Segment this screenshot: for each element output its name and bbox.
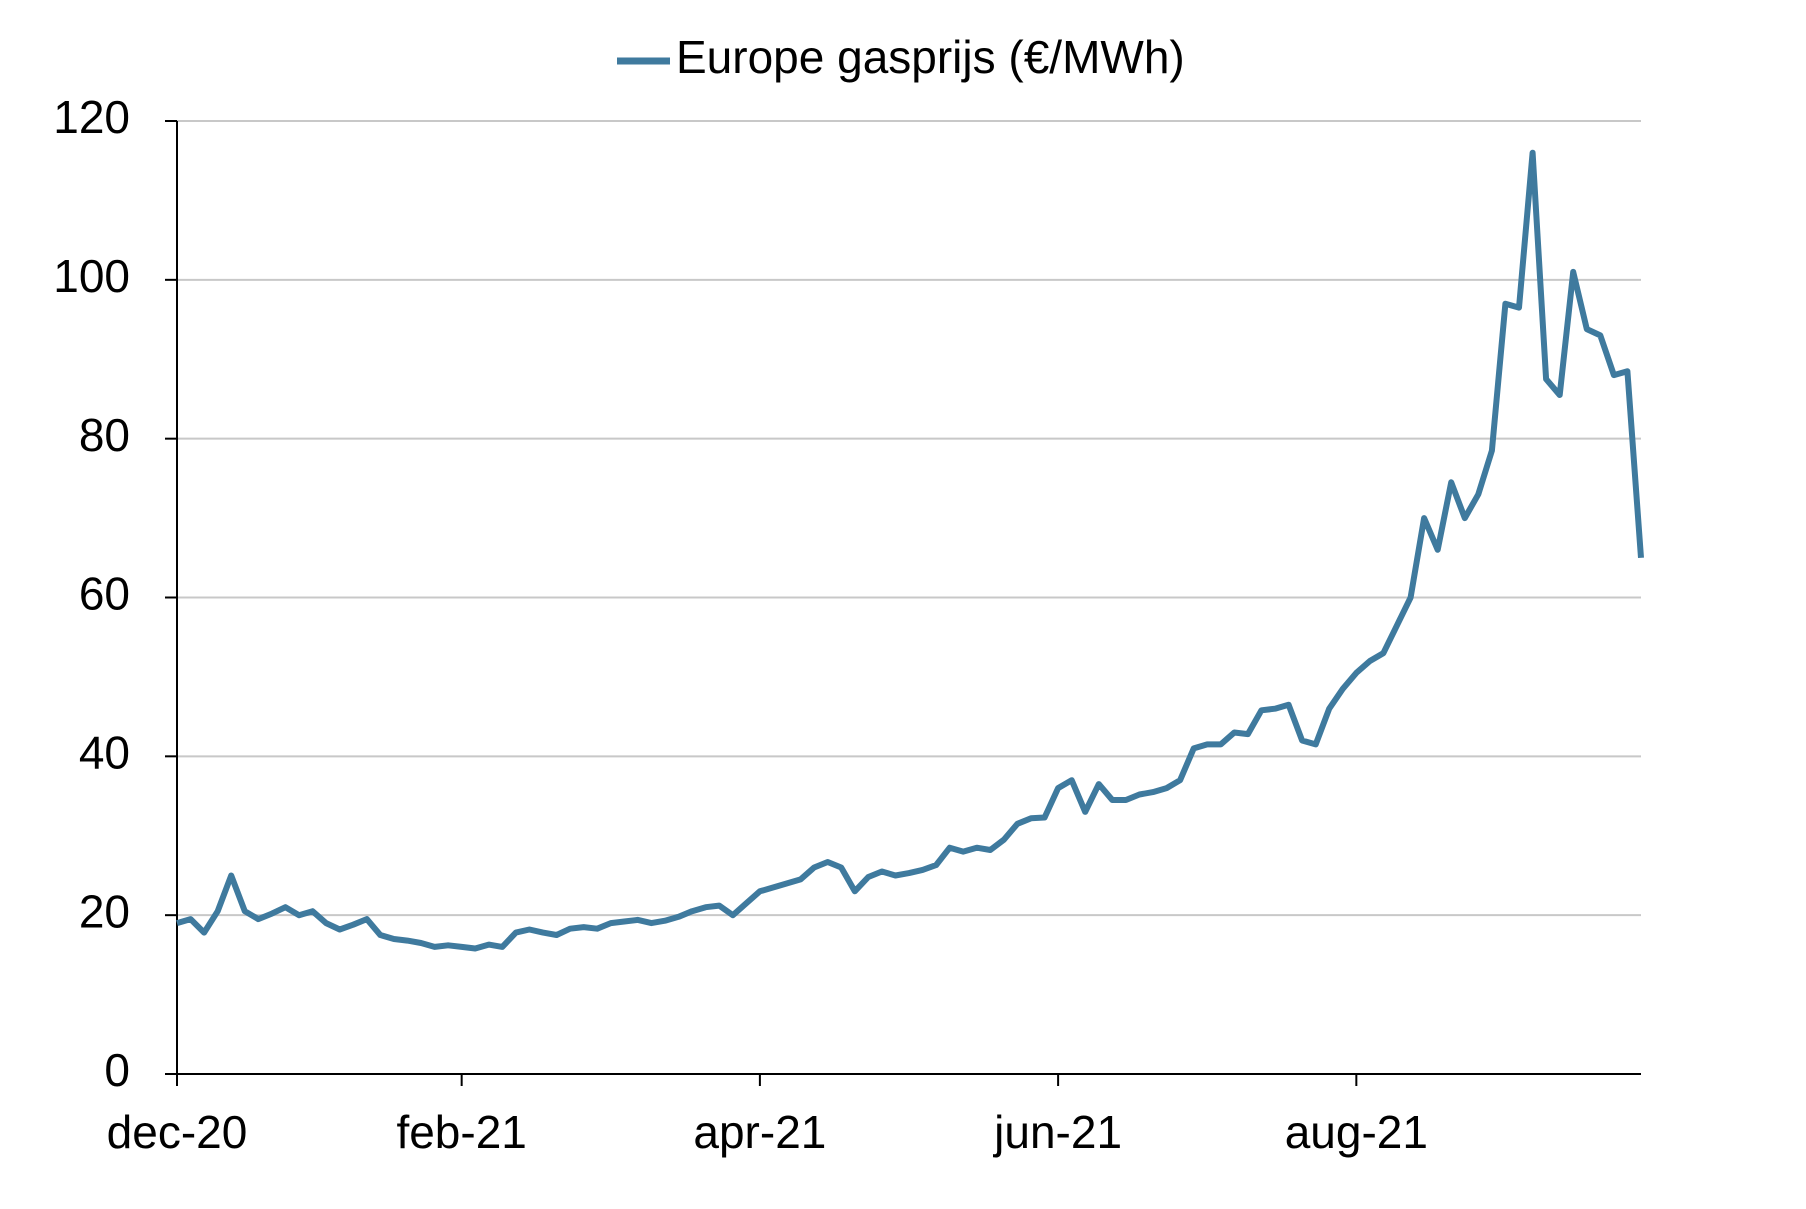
x-tick-label: feb-21 [396,1106,526,1158]
y-tick-label: 100 [53,250,130,302]
y-tick-label: 20 [79,885,130,937]
x-tick-label: aug-21 [1285,1106,1428,1158]
y-tick-label: 60 [79,568,130,620]
x-tick-label: jun-21 [992,1106,1122,1158]
x-tick-label: dec-20 [107,1106,248,1158]
x-tick-label: apr-21 [693,1106,826,1158]
y-tick-label: 120 [53,91,130,143]
y-tick-label: 80 [79,409,130,461]
legend-label: Europe gasprijs (€/MWh) [676,31,1185,83]
line [176,149,1644,952]
y-tick-label: 0 [104,1044,130,1096]
y-tick-label: 40 [79,726,130,778]
